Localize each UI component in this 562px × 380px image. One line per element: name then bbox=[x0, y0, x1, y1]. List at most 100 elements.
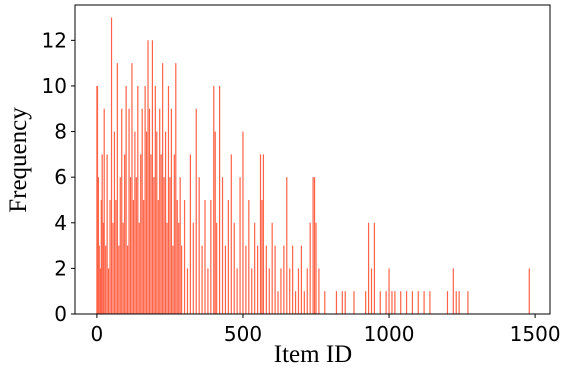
bar bbox=[239, 177, 241, 314]
bar bbox=[96, 85, 99, 314]
bar bbox=[455, 291, 457, 314]
bar bbox=[274, 245, 276, 314]
bar bbox=[365, 291, 367, 314]
bar bbox=[283, 245, 285, 314]
bar bbox=[251, 268, 253, 314]
bar bbox=[192, 222, 194, 314]
bar bbox=[353, 291, 355, 314]
bar bbox=[297, 268, 300, 314]
bar bbox=[148, 108, 151, 314]
bar bbox=[163, 177, 165, 314]
bar bbox=[417, 291, 419, 314]
bar bbox=[138, 222, 140, 314]
bar bbox=[137, 85, 139, 314]
bar bbox=[294, 291, 297, 314]
bar bbox=[132, 199, 135, 314]
bar bbox=[306, 268, 308, 314]
bar bbox=[153, 177, 155, 314]
bar bbox=[261, 199, 263, 314]
bar bbox=[147, 40, 149, 314]
bar bbox=[121, 108, 123, 314]
bar bbox=[109, 199, 111, 314]
bar bbox=[221, 177, 224, 314]
bar bbox=[271, 222, 273, 314]
bar bbox=[458, 291, 460, 314]
bar bbox=[429, 291, 431, 314]
bar bbox=[286, 177, 288, 314]
bar bbox=[309, 222, 311, 314]
bar bbox=[186, 268, 189, 314]
bar bbox=[367, 222, 370, 314]
bar bbox=[122, 222, 124, 314]
bar bbox=[106, 154, 108, 314]
bar bbox=[156, 131, 158, 314]
bar bbox=[107, 268, 110, 314]
bar bbox=[189, 154, 191, 314]
bar bbox=[115, 199, 117, 314]
bar bbox=[119, 177, 121, 314]
bar bbox=[175, 63, 177, 314]
bar bbox=[303, 291, 305, 314]
bar bbox=[157, 199, 159, 314]
bar bbox=[144, 85, 146, 314]
bar bbox=[105, 245, 107, 314]
x-tick-label: 1000 bbox=[364, 322, 415, 346]
bar bbox=[143, 199, 145, 314]
bar bbox=[254, 222, 256, 314]
bar bbox=[233, 222, 235, 314]
bar bbox=[259, 154, 262, 314]
bar bbox=[159, 108, 161, 314]
bar bbox=[112, 222, 114, 314]
bar bbox=[219, 85, 221, 314]
bar bbox=[300, 245, 302, 314]
bar bbox=[248, 199, 250, 314]
bar bbox=[210, 199, 212, 314]
bar bbox=[118, 245, 120, 314]
bar bbox=[341, 291, 343, 314]
bar bbox=[141, 108, 143, 314]
y-tick-label: 2 bbox=[54, 256, 67, 280]
x-tick-label: 500 bbox=[224, 322, 262, 346]
bar bbox=[216, 222, 218, 314]
bar bbox=[400, 291, 402, 314]
bar bbox=[227, 199, 229, 314]
bar bbox=[134, 131, 136, 314]
bar bbox=[195, 108, 197, 314]
bar bbox=[99, 268, 102, 314]
bar bbox=[405, 291, 408, 314]
bar bbox=[102, 222, 104, 314]
bar bbox=[423, 291, 425, 314]
bar bbox=[103, 108, 105, 314]
bar bbox=[224, 245, 227, 314]
bar bbox=[312, 177, 314, 314]
bar bbox=[164, 131, 167, 314]
bar bbox=[277, 291, 279, 314]
bar bbox=[129, 177, 132, 314]
bar bbox=[97, 177, 99, 314]
bar bbox=[154, 85, 156, 314]
y-tick-label: 10 bbox=[42, 74, 67, 98]
bar bbox=[176, 199, 178, 314]
bar bbox=[173, 154, 175, 314]
bar bbox=[318, 268, 320, 314]
y-axis-label: Frequency bbox=[5, 107, 32, 213]
bar bbox=[116, 63, 118, 314]
bar bbox=[110, 17, 113, 315]
bar bbox=[292, 245, 294, 314]
bar bbox=[204, 199, 206, 314]
bar bbox=[265, 245, 267, 314]
bar bbox=[373, 222, 376, 314]
bar bbox=[98, 245, 100, 314]
bar bbox=[242, 131, 244, 314]
y-tick-label: 6 bbox=[54, 165, 67, 189]
bar bbox=[256, 245, 259, 314]
bar bbox=[162, 63, 164, 314]
bar bbox=[379, 291, 381, 314]
bar bbox=[452, 268, 454, 314]
bar bbox=[324, 291, 326, 314]
bar bbox=[140, 154, 142, 314]
bar bbox=[335, 291, 338, 314]
bar bbox=[388, 268, 390, 314]
bar bbox=[166, 222, 168, 314]
